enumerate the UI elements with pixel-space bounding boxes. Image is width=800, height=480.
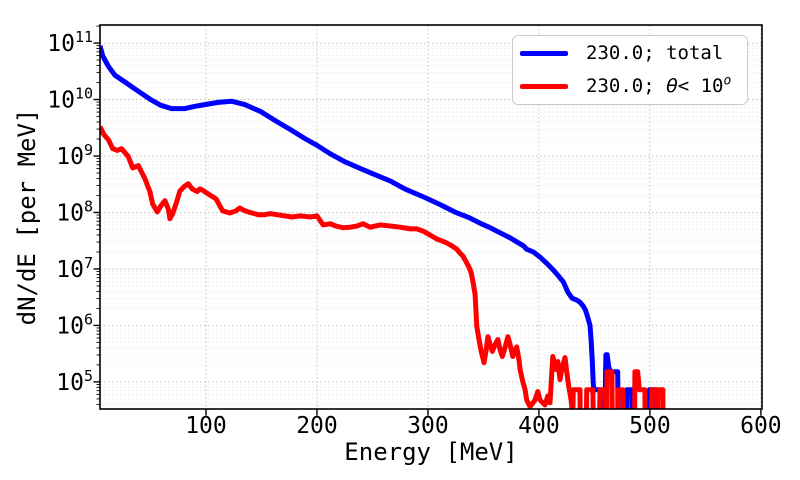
legend-label-total: 230.0; total [586,41,724,64]
y-tick-label: 1010 [47,85,93,114]
x-tick-label: 500 [629,413,671,439]
axes-spines [99,24,763,410]
series-group [100,45,666,409]
legend-label-total-text: 230.0; total [586,41,724,64]
x-tick-label: 200 [296,413,338,439]
legend: 230.0; total 230.0; θ< 10o [512,35,748,105]
y-axis-label: dN/dE [per MeV] [13,108,41,326]
curve-total [100,45,657,409]
x-tick-label: 300 [407,413,449,439]
legend-label-theta-mid: < 10 [677,75,724,98]
y-tick-label: 109 [56,141,93,170]
y-tick-label: 105 [56,367,93,396]
x-tick-label: 100 [185,413,227,439]
legend-line-blue-icon [520,51,568,56]
x-tick-label: 400 [518,413,560,439]
legend-label-theta-symbol: θ [666,75,678,98]
y-tick-label: 106 [56,310,93,339]
legend-label-theta-cut: 230.0; θ< 10o [586,73,732,98]
x-axis-label: Energy [MeV] [344,438,518,466]
y-tick-label: 108 [56,197,93,226]
x-tick-label: 600 [740,413,782,439]
legend-line-red-icon [520,84,568,89]
legend-entry-total: 230.0; total [513,37,747,69]
y-tick-label: 1011 [47,28,93,57]
legend-label-theta-prefix: 230.0; [586,75,667,98]
legend-entry-theta-cut: 230.0; θ< 10o [513,71,747,103]
curve-theta-cut [100,125,666,409]
legend-label-theta-sup: o [723,73,732,89]
y-tick-label: 107 [56,254,93,283]
